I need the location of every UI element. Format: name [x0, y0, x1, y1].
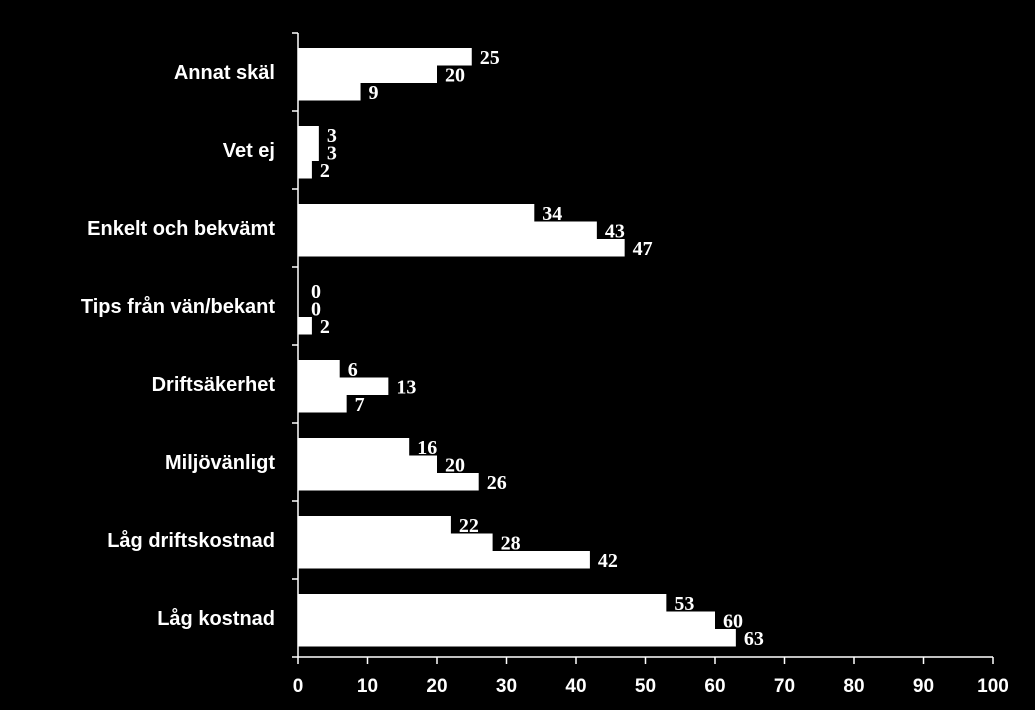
bar-series-2: [298, 455, 437, 473]
data-label: 25: [480, 47, 500, 69]
x-tick-label: 60: [704, 676, 725, 697]
bar-series-3: [298, 239, 625, 257]
category-label: Vet ej: [223, 140, 275, 162]
bar-series-3: [298, 551, 590, 569]
x-tick-label: 100: [977, 676, 1009, 697]
category-label: Enkelt och bekvämt: [87, 218, 275, 240]
data-label: 60: [723, 610, 743, 632]
data-label: 3: [327, 142, 337, 164]
data-label: 2: [320, 316, 330, 338]
bar-series-2: [298, 611, 715, 629]
data-label: 9: [369, 82, 379, 104]
data-label: 7: [355, 394, 365, 416]
bar-series-2: [298, 377, 389, 395]
data-label: 0: [311, 281, 321, 303]
data-label: 13: [396, 376, 416, 398]
bar-series-3: [298, 395, 347, 413]
category-label: Tips från vän/bekant: [81, 295, 275, 318]
data-label: 53: [674, 593, 694, 615]
bar-series-1: [298, 360, 340, 378]
category-label: Låg driftskostnad: [107, 529, 275, 552]
bar-series-3: [298, 83, 361, 101]
bar-series-1: [298, 594, 667, 612]
bar-series-1: [298, 438, 410, 456]
bar-series-3: [298, 473, 479, 491]
bar-series-1: [298, 48, 472, 66]
data-label: 22: [459, 515, 479, 537]
data-label: 43: [605, 220, 625, 242]
bar-series-3: [298, 161, 312, 179]
data-label: 47: [633, 238, 653, 260]
x-tick-label: 20: [426, 676, 447, 697]
category-label: Miljövänligt: [165, 452, 275, 474]
data-label: 28: [501, 532, 521, 554]
bar-series-3: [298, 317, 312, 335]
ticks-layer: 0 10 20 30 40 50 60 70 80 90 100: [292, 32, 1009, 697]
category-label: Driftsäkerhet: [152, 374, 276, 396]
x-tick-label: 50: [635, 676, 656, 697]
data-label: 42: [598, 550, 618, 572]
bar-series-2: [298, 143, 319, 161]
category-label: Annat skäl: [174, 62, 275, 84]
x-tick-label: 90: [913, 676, 934, 697]
bars-layer: [298, 48, 736, 647]
data-label: 3: [327, 125, 337, 147]
x-tick-label: 40: [565, 676, 586, 697]
data-label: 34: [542, 203, 562, 225]
data-label: 20: [445, 64, 465, 86]
x-tick-label: 0: [293, 676, 304, 697]
bar-series-2: [298, 221, 597, 239]
data-label: 20: [445, 454, 465, 476]
labels-layer: Annat skäl Vet ej Enkelt och bekvämt Tips f…: [81, 47, 764, 650]
x-tick-label: 80: [843, 676, 864, 697]
x-tick-label: 10: [357, 676, 378, 697]
category-label: Låg kostnad: [157, 607, 275, 630]
bar-series-1: [298, 126, 319, 144]
data-label: 26: [487, 472, 507, 494]
bar-series-2: [298, 65, 437, 83]
bar-series-3: [298, 629, 736, 647]
bar-series-2: [298, 533, 493, 551]
data-label: 6: [348, 359, 358, 381]
bar-series-1: [298, 204, 535, 222]
data-label: 2: [320, 160, 330, 182]
x-tick-label: 30: [496, 676, 517, 697]
data-label: 16: [417, 437, 437, 459]
data-label: 63: [744, 628, 764, 650]
x-tick-label: 70: [774, 676, 795, 697]
data-label: 0: [311, 298, 321, 320]
bar-series-1: [298, 516, 451, 534]
